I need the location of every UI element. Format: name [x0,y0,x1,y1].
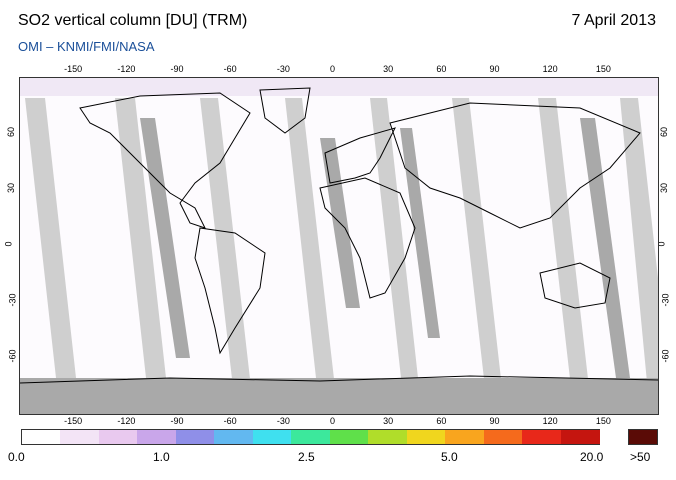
colorbar-segment [137,430,177,444]
tick-label: -90 [170,64,184,74]
tick-label: -60 [223,64,237,74]
tick-label: 120 [542,416,558,426]
tick-label: 30 [6,182,17,194]
map-canvas [20,78,658,414]
coastlines [20,87,658,384]
colorbar-segment [175,430,216,444]
orbit-swath-gaps [25,98,658,414]
colorbar-segment [291,430,331,444]
colorbar [21,429,601,445]
arctic-noise [20,78,658,96]
tick-label: -30 [276,64,290,74]
colorbar-segment [214,430,254,444]
tick-label: -60 [7,349,18,363]
tick-label: 0 [3,241,14,247]
tick-label: 30 [383,416,394,426]
colorbar-segment [560,430,601,444]
colorbar-segment [329,430,370,444]
colorbar-segment [252,430,293,444]
antarctica-region [20,378,658,414]
colorbar-segment [60,430,101,444]
tick-label: 60 [436,64,447,74]
colorbar-over-label: >50 [630,450,651,464]
tick-label: 0 [330,64,336,74]
colorbar-label-1: 1.0 [153,450,170,464]
tick-label: 150 [595,64,611,74]
tick-label: -120 [117,64,136,74]
colorbar-overflow [628,429,658,445]
tick-label: -60 [660,349,671,363]
so2-map [19,77,659,415]
colorbar-segment [406,430,447,444]
colorbar-label-4: 20.0 [580,450,604,464]
tick-label: -150 [64,64,83,74]
tick-label: -120 [117,416,136,426]
map-title: SO2 vertical column [DU] (TRM) [18,12,248,29]
tick-label: 30 [659,182,670,194]
tick-label: 60 [659,126,670,138]
tick-label: 90 [489,416,500,426]
tick-label: 90 [489,64,500,74]
tick-label: 30 [383,64,394,74]
tick-label: -30 [660,293,671,307]
tick-label: 60 [6,126,17,138]
tick-label: 0 [330,416,336,426]
colorbar-segment [22,430,62,444]
tick-label: -150 [64,416,83,426]
tick-label: 120 [542,64,558,74]
colorbar-segment [368,430,408,444]
tick-label: 60 [436,416,447,426]
colorbar-segment [445,430,485,444]
map-credit: OMI – KNMI/FMI/NASA [18,39,155,54]
tick-label: -90 [170,416,184,426]
colorbar-segment [522,430,562,444]
map-date: 7 April 2013 [571,12,656,29]
tick-label: -30 [7,293,18,307]
colorbar-segment [98,430,139,444]
colorbar-segment [483,430,524,444]
colorbar-label-3: 5.0 [441,450,458,464]
tick-label: -60 [223,416,237,426]
colorbar-label-2: 2.5 [298,450,315,464]
tick-label: 150 [595,416,611,426]
colorbar-label-0: 0.0 [8,450,25,464]
tick-label: -30 [276,416,290,426]
